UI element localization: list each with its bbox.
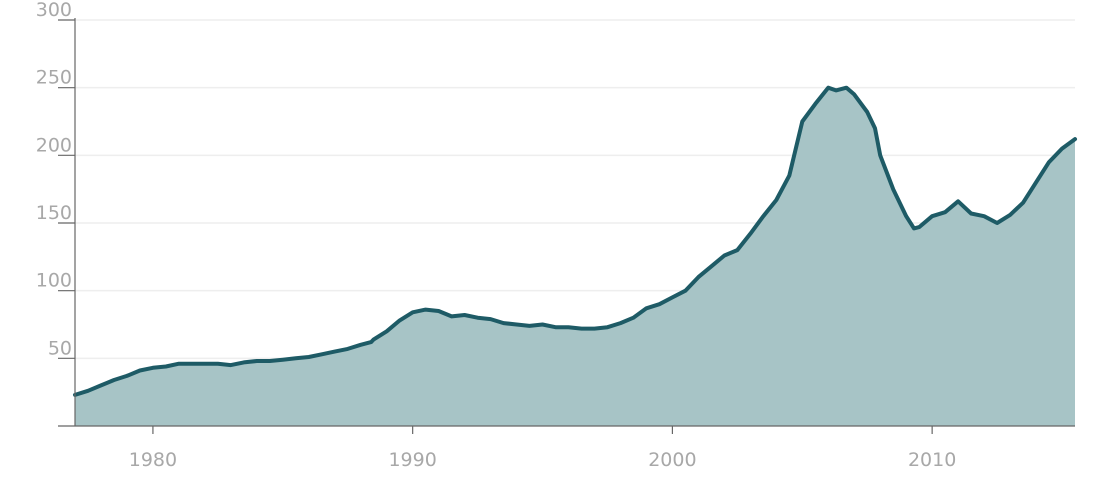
y-tick-label: 300 <box>36 0 72 21</box>
x-axis-ticks: 1980 1990 2000 2010 <box>129 426 956 471</box>
x-tick-label: 1990 <box>388 449 436 471</box>
y-tick-label: 150 <box>36 202 72 224</box>
y-axis-ticks: 50 100 150 200 250 300 <box>36 0 75 359</box>
x-tick-label: 1980 <box>129 449 177 471</box>
area-fill <box>75 87 1075 426</box>
series-line <box>73 85 1077 397</box>
y-tick-label: 100 <box>36 270 72 292</box>
y-tick-label: 50 <box>48 337 72 359</box>
y-tick-label: 200 <box>36 134 72 156</box>
y-tick-label: 250 <box>36 67 72 89</box>
x-tick-label: 2010 <box>908 449 956 471</box>
x-tick-label: 2000 <box>648 449 696 471</box>
